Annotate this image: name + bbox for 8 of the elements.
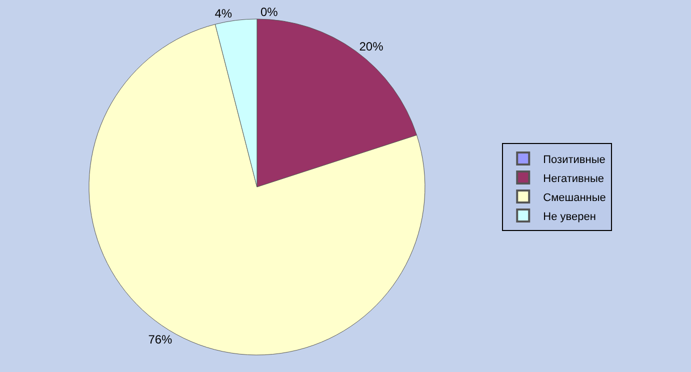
legend-label: Не уверен (543, 210, 596, 223)
legend-label: Смешанные (543, 192, 606, 204)
data-label: 4% (214, 6, 232, 20)
legend-label: Негативные (543, 172, 604, 185)
data-label: 20% (359, 40, 384, 54)
data-label: 76% (148, 332, 173, 347)
legend-label: Позитивные (543, 154, 606, 166)
text: 0% (260, 5, 278, 19)
